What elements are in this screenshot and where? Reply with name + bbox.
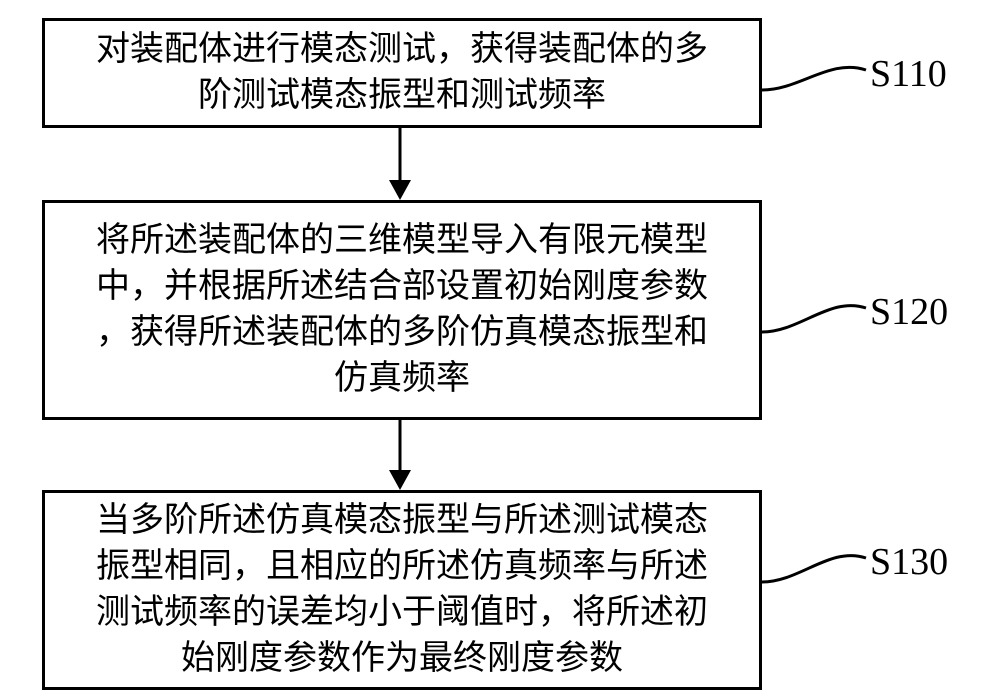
step-text-s110: 对装配体进行模态测试，获得装配体的多 阶测试模态振型和测试频率 xyxy=(96,27,708,119)
step-box-s120: 将所述装配体的三维模型导入有限元模型 中，并根据所述结合部设置初始刚度参数 ，获… xyxy=(42,200,762,420)
step-text-s120: 将所述装配体的三维模型导入有限元模型 中，并根据所述结合部设置初始刚度参数 ，获… xyxy=(96,218,708,402)
step-text-s130: 当多阶所述仿真模态振型与所述测试模态 振型相同，且相应的所述仿真频率与所述 测试… xyxy=(96,498,708,682)
step-box-s130: 当多阶所述仿真模态振型与所述测试模态 振型相同，且相应的所述仿真频率与所述 测试… xyxy=(42,490,762,690)
step-label-s110: S110 xyxy=(870,52,947,96)
step-label-s120: S120 xyxy=(870,290,948,334)
step-box-s110: 对装配体进行模态测试，获得装配体的多 阶测试模态振型和测试频率 xyxy=(42,18,762,128)
flowchart-canvas: 对装配体进行模态测试，获得装配体的多 阶测试模态振型和测试频率 将所述装配体的三… xyxy=(0,0,1000,699)
step-label-s130: S130 xyxy=(870,540,948,584)
